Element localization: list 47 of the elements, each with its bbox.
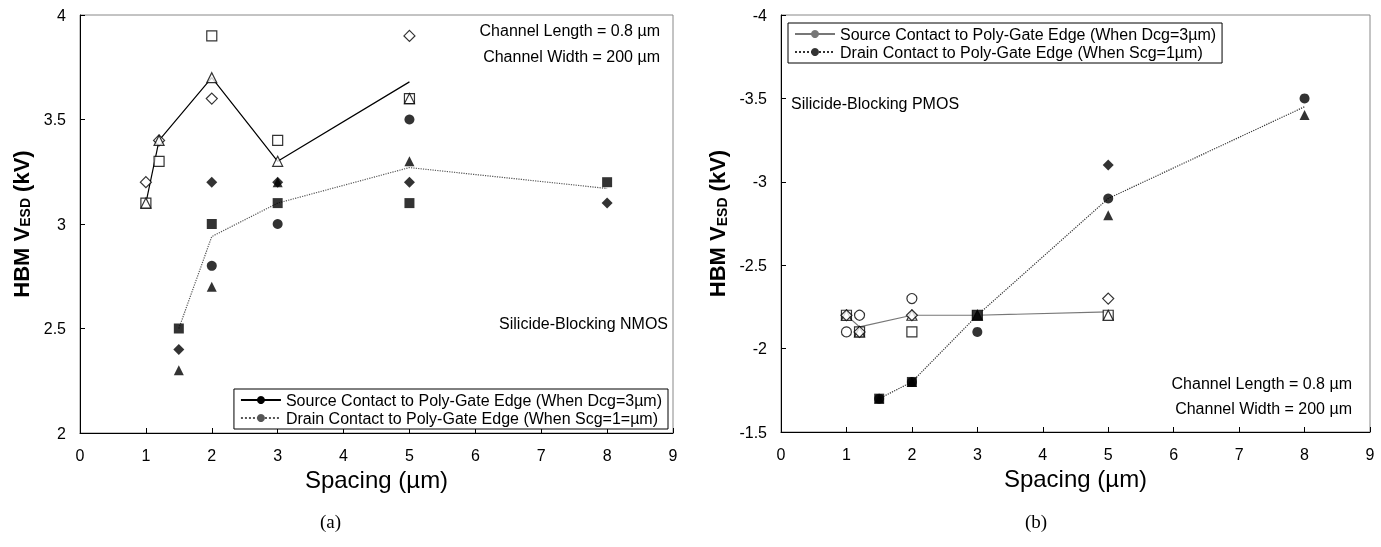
y-tick-label: 3.5 (43, 111, 67, 128)
text: (b) (1025, 511, 1048, 533)
x-tick-label: 2 (907, 445, 917, 463)
legend-label: Source Contact to Poly-Gate Edge (When Dcg=3µm) (285, 391, 663, 409)
x-tick-label: 0 (75, 446, 85, 464)
y-tick-label: 4 (57, 6, 67, 24)
y-tick-label: 2.5 (43, 320, 67, 337)
x-tick-label: 5 (1103, 445, 1113, 463)
y-tick-label: -3.5 (739, 89, 768, 107)
y-tick-label: -2.5 (739, 256, 768, 274)
x-tick-label: 8 (1300, 445, 1310, 463)
annotation: Channel Width = 200 µm (483, 47, 660, 65)
x-tick-label: 8 (602, 446, 612, 464)
annotation: Channel Length = 0.8 µm (479, 21, 660, 39)
y-tick-label: -1.5 (739, 423, 768, 441)
y-axis-title: HBM VESD (kV) (705, 149, 731, 298)
legend-label: Drain Contact to Poly-Gate Edge (When Scg=1=µm) (285, 409, 659, 427)
x-tick-label: 1 (141, 446, 151, 464)
legend-label: Source Contact to Poly-Gate Edge (When Dcg=3µm) (840, 25, 1217, 43)
annotation: Silicide-Blocking NMOS (499, 314, 668, 332)
y-tick-label: -3 (752, 173, 768, 191)
y-tick-label: -4 (752, 6, 768, 24)
x-tick-label: 1 (841, 445, 851, 463)
x-tick-label: 2 (207, 446, 217, 464)
legend-label: Drain Contact to Poly-Gate Edge (When Scg=1µm) (840, 43, 1203, 61)
x-tick-label: 6 (470, 446, 480, 464)
x-tick-label: 7 (1234, 445, 1244, 463)
annotation: Channel Width = 200 µm (1175, 399, 1352, 417)
x-tick-label: 4 (339, 446, 349, 464)
y-axis-title: HBM VESD (kV) (8, 150, 34, 298)
x-tick-label: 3 (273, 446, 283, 464)
y-tick-label: 3 (57, 215, 67, 233)
x-tick-label: 9 (668, 446, 678, 464)
x-tick-label: 5 (404, 446, 414, 464)
annotation: Silicide-Blocking PMOS (791, 94, 960, 112)
x-tick-label: 7 (536, 446, 546, 464)
x-axis-title: Spacing (µm) (1003, 465, 1148, 493)
x-tick-label: 0 (776, 445, 786, 463)
y-tick-label: 2 (57, 424, 67, 442)
x-tick-label: 4 (1038, 445, 1048, 463)
x-tick-label: 6 (1169, 445, 1179, 463)
text: (a) (320, 511, 342, 533)
annotation: Channel Length = 0.8 µm (1171, 374, 1352, 392)
y-tick-label: -2 (752, 340, 768, 358)
x-tick-label: 3 (972, 445, 982, 463)
x-tick-label: 9 (1365, 445, 1375, 463)
x-axis-title: Spacing (µm) (304, 466, 449, 494)
